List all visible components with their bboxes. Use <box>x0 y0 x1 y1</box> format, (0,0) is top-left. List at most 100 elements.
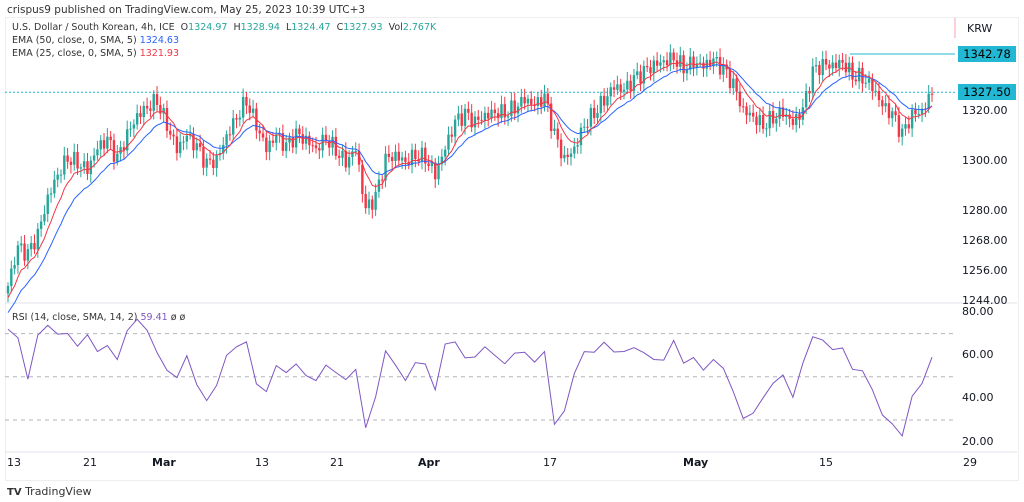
candle-body <box>251 108 255 113</box>
candle-body <box>540 97 543 107</box>
candle-body <box>99 140 102 150</box>
candle-body <box>109 136 112 141</box>
candle-body <box>374 191 377 210</box>
candle-body <box>142 105 145 117</box>
candle-body <box>503 104 506 118</box>
candle-body <box>291 137 295 148</box>
ema50-legend[interactable]: EMA (50, close, 0, SMA, 5) 1324.63 <box>12 35 179 46</box>
candle-body <box>844 62 848 73</box>
candle-body <box>13 265 16 269</box>
candle-body <box>66 155 69 162</box>
candle-body <box>119 147 122 154</box>
rsi-extra: ø ø <box>170 312 186 323</box>
candle-body <box>755 116 758 126</box>
candle-body <box>569 153 573 157</box>
candle-body <box>761 114 765 129</box>
rsi-label: RSI (14, close, SMA, 14, 2) <box>12 312 138 323</box>
candle-body <box>917 113 920 115</box>
candle-body <box>59 174 63 176</box>
symbol-legend: U.S. Dollar / South Korean, 4h, ICE O132… <box>12 22 436 33</box>
candle-body <box>235 118 238 120</box>
candle-body <box>258 130 261 134</box>
ema25-label: EMA (25, close, 0, SMA, 5) <box>12 48 137 59</box>
open-label: O <box>180 22 189 33</box>
candle-body <box>801 107 805 120</box>
candle-body <box>384 153 387 181</box>
candle-body <box>732 78 735 89</box>
candle-body <box>56 174 59 180</box>
candle-body <box>828 64 831 69</box>
tradingview-logo: TV TradingView <box>7 485 92 498</box>
candle-body <box>10 268 13 286</box>
candle-body <box>692 56 695 68</box>
candle-body <box>460 113 463 126</box>
candle-body <box>549 103 553 131</box>
candle-body <box>834 62 838 69</box>
rsi-legend[interactable]: RSI (14, close, SMA, 14, 2) 59.41 ø ø <box>12 312 185 323</box>
candle-body <box>79 167 83 169</box>
candle-body <box>453 119 457 137</box>
price-level-label: 1327.50 <box>958 84 1016 101</box>
candle-body <box>642 66 646 84</box>
low-value: 1324.47 <box>291 22 331 33</box>
candle-body <box>689 56 692 70</box>
candle-body <box>351 151 354 158</box>
candle-body <box>506 116 510 118</box>
candle-body <box>404 157 407 162</box>
candle-body <box>175 136 179 154</box>
candle-body <box>513 100 516 114</box>
candle-body <box>311 145 314 147</box>
candle-body <box>639 71 642 84</box>
time-tick: Apr <box>418 456 440 469</box>
candle-body <box>314 145 318 149</box>
candle-body <box>745 106 748 116</box>
candle-body <box>129 128 132 130</box>
candle-body <box>467 108 470 113</box>
candle-body <box>483 112 487 121</box>
candle-body <box>430 162 434 167</box>
candle-body <box>132 124 136 129</box>
candle-body <box>222 144 225 154</box>
candle-body <box>669 52 672 66</box>
candle-body <box>179 141 182 154</box>
candle-body <box>73 151 76 165</box>
ema25-value: 1321.93 <box>139 48 179 59</box>
candle-body <box>341 150 344 158</box>
ema25-line <box>7 61 933 299</box>
candle-body <box>857 67 861 82</box>
candle-body <box>337 155 341 158</box>
price-tick: 1244.00 <box>962 294 1008 307</box>
volume-value: 2.767K <box>402 22 437 33</box>
candle-body <box>927 93 930 110</box>
candle-body <box>82 161 86 168</box>
candle-body <box>434 162 437 180</box>
rsi-tick: 20.00 <box>962 434 994 448</box>
candle-body <box>440 156 444 165</box>
candle-body <box>53 179 56 194</box>
candle-body <box>871 78 874 92</box>
symbol-name: U.S. Dollar / South Korean, 4h, ICE <box>12 22 175 33</box>
candle-body <box>470 112 473 128</box>
candle-body <box>679 55 682 67</box>
candle-body <box>480 119 483 121</box>
candle-body <box>400 157 404 161</box>
ema25-legend[interactable]: EMA (25, close, 0, SMA, 5) 1321.93 <box>12 48 179 59</box>
volume-label: Vol <box>388 22 403 33</box>
candle-body <box>920 108 924 114</box>
candle-body <box>23 243 26 261</box>
candle-body <box>556 128 559 140</box>
open-value: 1324.97 <box>188 22 228 33</box>
candle-body <box>463 108 467 126</box>
time-tick: 17 <box>543 456 557 469</box>
candle-body <box>553 128 556 131</box>
candle-body <box>232 118 235 135</box>
candle-body <box>390 156 394 161</box>
candle-body <box>811 66 814 94</box>
candle-body <box>894 111 897 116</box>
candle-body <box>831 62 834 69</box>
candle-body <box>768 111 771 129</box>
candle-body <box>851 62 854 80</box>
candle-body <box>334 136 338 156</box>
candle-body <box>228 134 232 136</box>
